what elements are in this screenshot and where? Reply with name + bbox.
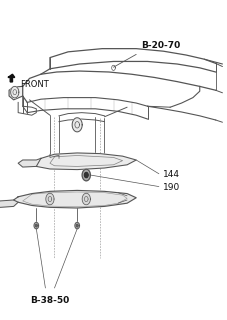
Polygon shape bbox=[36, 153, 136, 170]
Polygon shape bbox=[82, 193, 90, 205]
Polygon shape bbox=[9, 86, 23, 100]
Polygon shape bbox=[14, 190, 136, 208]
Polygon shape bbox=[82, 169, 90, 181]
Polygon shape bbox=[75, 222, 79, 229]
Polygon shape bbox=[18, 158, 41, 167]
Polygon shape bbox=[0, 200, 18, 207]
Text: 190: 190 bbox=[163, 183, 181, 192]
Text: 144: 144 bbox=[163, 170, 180, 179]
Polygon shape bbox=[76, 224, 78, 227]
Text: B-38-50: B-38-50 bbox=[30, 296, 69, 305]
Polygon shape bbox=[11, 86, 19, 98]
Polygon shape bbox=[35, 224, 37, 227]
Polygon shape bbox=[8, 74, 15, 82]
Polygon shape bbox=[34, 222, 39, 229]
Text: FRONT: FRONT bbox=[20, 80, 49, 89]
Polygon shape bbox=[46, 193, 54, 205]
Polygon shape bbox=[84, 172, 88, 178]
Polygon shape bbox=[72, 118, 82, 132]
Text: B-20-70: B-20-70 bbox=[141, 41, 180, 50]
